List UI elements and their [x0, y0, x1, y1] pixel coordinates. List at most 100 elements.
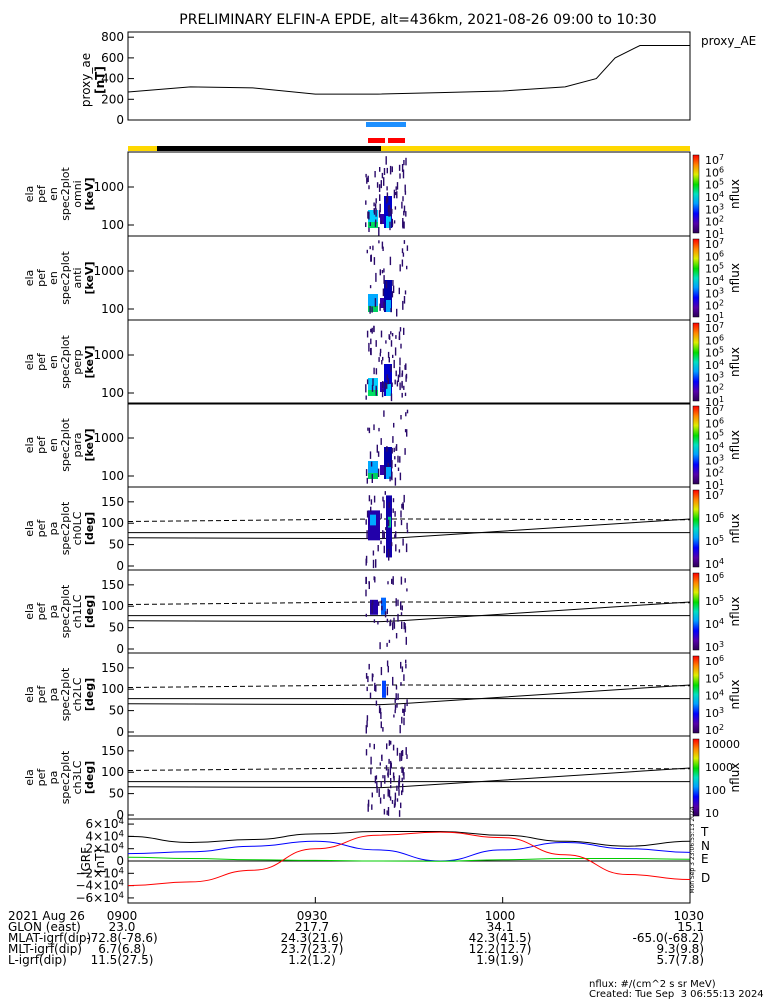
flux-speck — [389, 476, 391, 482]
flux-speck — [398, 287, 400, 295]
energy-ytick-label: 100 — [101, 218, 124, 232]
footer-row-value: 34.1 — [486, 920, 514, 934]
flux-speck — [377, 451, 380, 457]
flux-speck — [399, 472, 402, 481]
loss-cone-line — [127, 601, 691, 623]
flux-speck — [389, 256, 392, 266]
flux-speck — [395, 531, 397, 539]
igrf-series-T — [127, 831, 691, 847]
flux-speck — [405, 543, 408, 553]
pa-cbar-tick: 105 — [705, 534, 724, 548]
ae-ylabel: proxy_ae — [79, 53, 93, 107]
energy-cbar-tick: 107 — [705, 153, 724, 167]
flux-speck — [391, 471, 393, 481]
flux-speck — [403, 709, 405, 716]
flux-speck — [387, 772, 389, 776]
footer-row-value: -72.8(-78.6) — [86, 931, 158, 945]
flux-speck — [399, 264, 401, 272]
pa-ytick-label: 50 — [109, 787, 124, 801]
flux-speck — [386, 743, 388, 750]
flux-speck — [375, 685, 377, 692]
pa-ytick-label: 0 — [116, 808, 124, 822]
flux-speck — [388, 552, 390, 561]
flux-speck — [400, 802, 402, 809]
flux-speck — [402, 169, 405, 179]
pitch-angle-spectrogram-panels: ela pef pa spec2plot ch0LC [deg]1501005001071… — [23, 486, 742, 822]
flux-speck — [388, 357, 390, 363]
energy-cbar-tick: 104 — [705, 274, 724, 288]
flux-speck — [375, 340, 377, 347]
flux-speck — [404, 184, 406, 192]
energy-colorbar — [692, 238, 700, 318]
flux-speck — [373, 424, 375, 431]
flux-speck — [381, 389, 384, 398]
flux-speck — [383, 177, 385, 186]
pa-colorbar — [692, 489, 700, 568]
flux-speck — [388, 502, 390, 508]
flux-speck — [403, 240, 406, 244]
flux-speck — [404, 190, 407, 195]
energy-panel-ylabel: [keV] — [83, 261, 96, 294]
flux-speck — [385, 196, 388, 204]
flux-speck — [366, 330, 369, 338]
flux-speck — [383, 545, 385, 554]
pa-cbar-label: nflux — [728, 514, 742, 544]
igrf-panel: 6×1044×1042×1040−2×104−4×104−6×104TNEDMo… — [75, 806, 710, 905]
footer-row-value: 6.7(6.8) — [98, 942, 146, 956]
energy-panel-ylabel: ela — [23, 437, 36, 454]
pa-ytick-label: 50 — [109, 621, 124, 635]
flux-speck — [372, 550, 375, 556]
flux-speck — [368, 663, 370, 670]
flux-speck — [383, 794, 385, 799]
pa-panel-ylabel: ela — [23, 686, 36, 703]
energy-panel-ylabel: [keV] — [83, 177, 96, 210]
ae-ytick-label: 600 — [101, 51, 124, 65]
pa-panel-2: ela pef pa spec2plot ch1LC [deg] 150 100 50 0 106 1… — [23, 569, 742, 656]
flux-speck — [370, 756, 372, 765]
flux-speck — [394, 534, 396, 538]
flux-speck — [402, 252, 405, 257]
flux-speck — [395, 444, 398, 451]
energy-cbar-tick: 101 — [705, 395, 724, 409]
flux-speck — [388, 204, 391, 210]
energy-cbar-tick: 101 — [705, 478, 724, 492]
flux-speck — [386, 660, 389, 667]
flux-speck — [400, 343, 402, 349]
flux-speck — [404, 626, 407, 633]
flux-speck — [388, 789, 391, 798]
flux-speck — [394, 698, 396, 703]
flux-blob — [386, 300, 391, 312]
energy-cbar-tick: 103 — [705, 202, 724, 216]
flux-speck — [368, 427, 371, 434]
flux-speck — [379, 269, 381, 276]
flux-speck — [390, 308, 392, 313]
flux-speck — [375, 208, 377, 217]
flux-speck — [367, 676, 369, 683]
flux-speck — [372, 559, 375, 569]
flux-speck — [391, 291, 394, 298]
energy-cbar-label: nflux — [728, 179, 742, 209]
energy-panel-ylabel: ela — [23, 354, 36, 371]
pa-cbar-tick: 103 — [705, 706, 724, 720]
flux-speck — [386, 686, 389, 696]
flux-speck — [381, 360, 383, 365]
flux-speck — [386, 186, 388, 191]
flux-speck — [378, 210, 381, 218]
igrf-ylabel-unit: [nT] — [93, 849, 107, 873]
flux-speck — [401, 621, 403, 629]
flux-speck — [406, 522, 408, 530]
flux-speck — [389, 619, 392, 626]
pa-ytick-label: 50 — [109, 538, 124, 552]
flux-speck — [394, 792, 397, 801]
energy-cbar-label: nflux — [728, 347, 742, 377]
flux-speck — [375, 219, 377, 224]
flux-blob — [368, 222, 378, 228]
flux-speck — [392, 285, 395, 293]
flux-speck — [401, 201, 403, 209]
created-note: Created: Tue Sep 3 06:55:13 2024 — [589, 989, 764, 1000]
flux-speck — [392, 354, 394, 358]
pa-cbar-label: nflux — [728, 597, 742, 627]
flux-blob — [382, 680, 386, 698]
flux-speck — [374, 298, 377, 307]
flux-speck — [382, 530, 384, 539]
